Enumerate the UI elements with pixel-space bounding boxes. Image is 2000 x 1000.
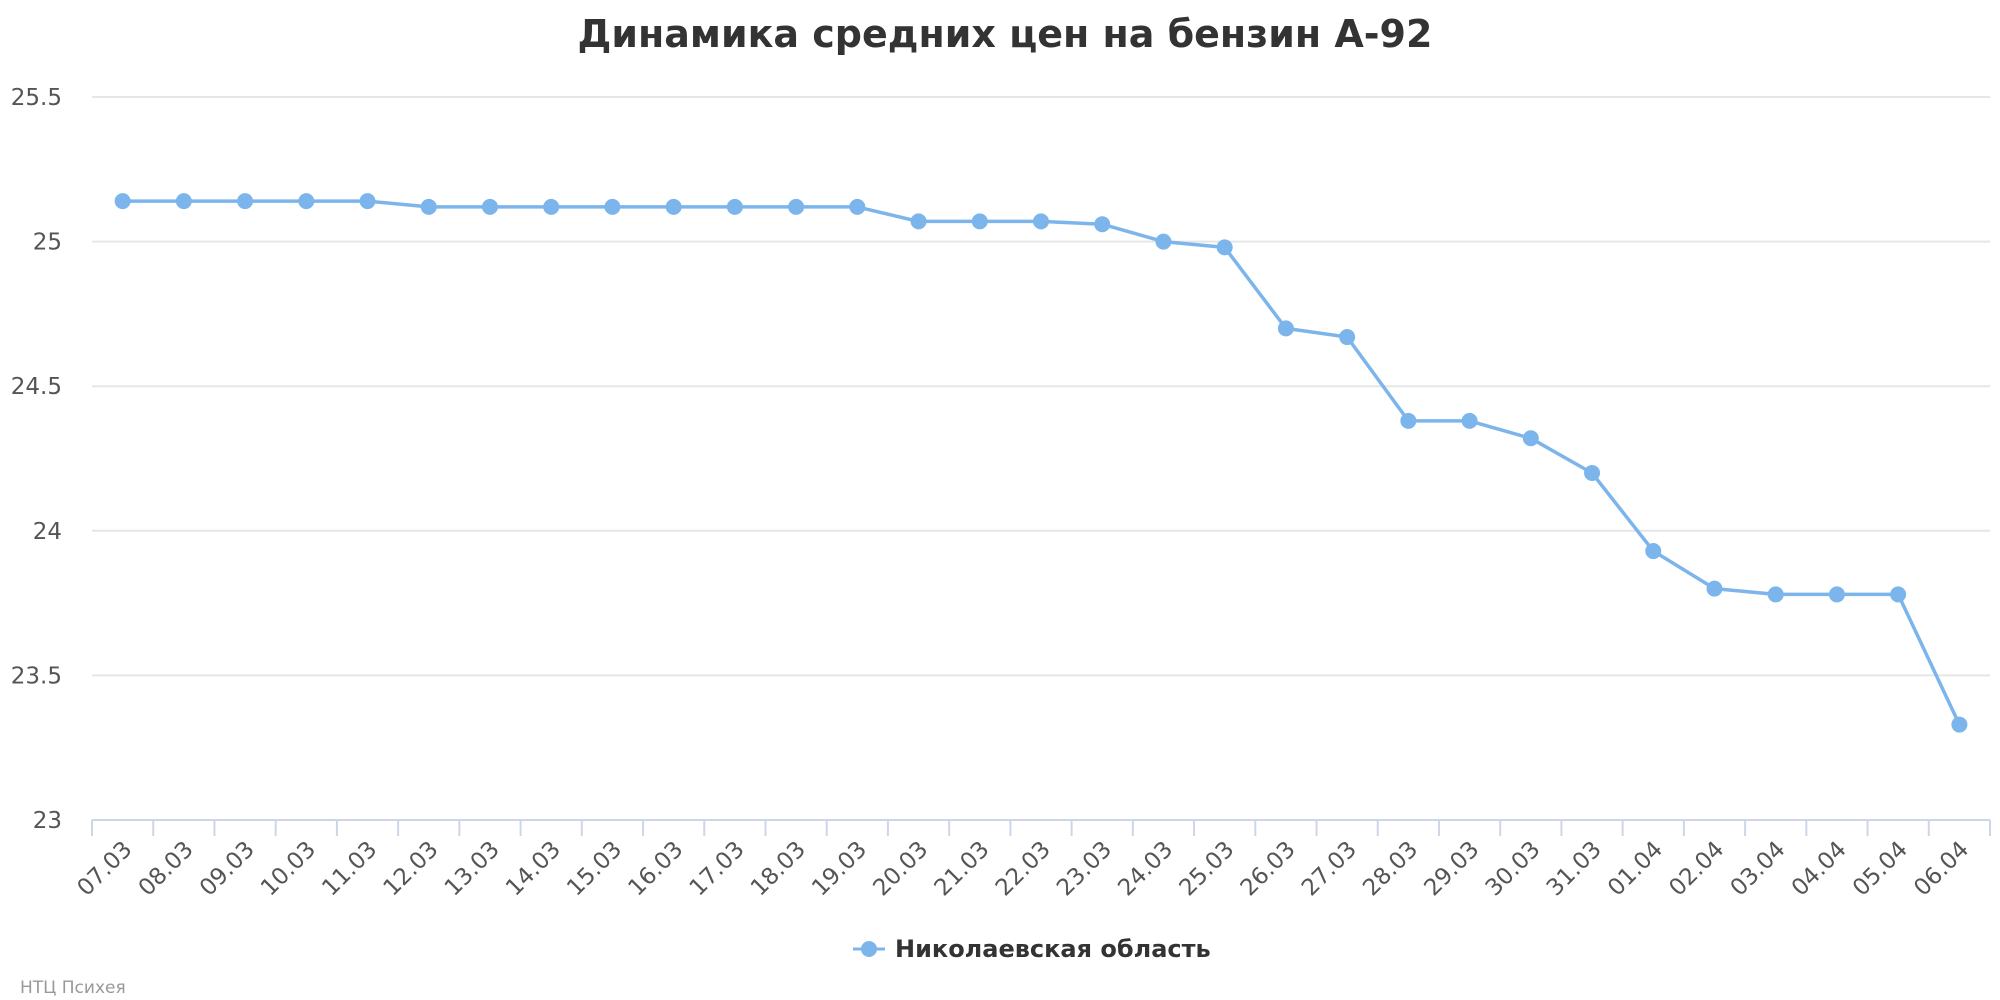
- x-tick-label: 14.03: [501, 836, 566, 901]
- data-point[interactable]: [298, 193, 315, 210]
- data-point[interactable]: [1094, 216, 1111, 233]
- data-point[interactable]: [114, 193, 131, 210]
- x-tick-label: 18.03: [746, 836, 811, 901]
- x-tick-label: 27.03: [1297, 836, 1362, 901]
- y-tick-label: 23.5: [11, 663, 62, 689]
- data-point[interactable]: [1339, 329, 1356, 346]
- data-point[interactable]: [1033, 213, 1049, 230]
- x-tick-label: 30.03: [1481, 836, 1546, 901]
- chart-title: Динамика средних цен на бензин А-92: [578, 12, 1433, 56]
- y-tick-label: 25.5: [11, 85, 62, 111]
- data-point[interactable]: [1828, 586, 1845, 603]
- grid-lines: [92, 96, 1990, 677]
- legend-symbol-marker: [861, 941, 877, 957]
- data-point[interactable]: [849, 198, 866, 215]
- credits[interactable]: НТЦ Психея: [20, 978, 126, 998]
- x-tick-label: 20.03: [868, 836, 933, 901]
- data-point[interactable]: [420, 198, 437, 215]
- data-point[interactable]: [1890, 586, 1907, 603]
- x-tick-label: 22.03: [991, 836, 1056, 901]
- data-point[interactable]: [359, 193, 376, 210]
- y-tick-label: 23: [33, 808, 62, 834]
- y-tick-label: 25: [33, 230, 62, 256]
- series-line[interactable]: [122, 199, 1961, 726]
- x-tick-label: 07.03: [72, 836, 137, 901]
- x-tick-label: 21.03: [930, 836, 995, 901]
- x-tick-label: 01.04: [1603, 836, 1668, 901]
- data-point[interactable]: [481, 198, 498, 215]
- x-axis: [91, 819, 1991, 836]
- data-point[interactable]: [543, 198, 560, 215]
- data-point[interactable]: [1951, 716, 1968, 733]
- y-axis-labels: 23 23.5 24 24.5 25 25.5: [11, 85, 62, 834]
- data-point[interactable]: [1522, 430, 1539, 447]
- legend-label: Николаевская область: [895, 935, 1211, 963]
- x-tick-label: 31.03: [1542, 836, 1607, 901]
- data-point[interactable]: [1461, 412, 1478, 429]
- x-tick-label: 02.04: [1664, 836, 1729, 901]
- y-tick-label: 24: [33, 519, 62, 545]
- data-point[interactable]: [665, 198, 682, 215]
- data-point[interactable]: [1277, 320, 1294, 337]
- x-tick-label: 19.03: [807, 836, 872, 901]
- x-tick-label: 23.03: [1052, 836, 1117, 901]
- data-point[interactable]: [1216, 239, 1233, 256]
- data-point[interactable]: [726, 198, 743, 215]
- x-tick-label: 09.03: [195, 836, 260, 901]
- series-group: [114, 193, 1968, 733]
- x-tick-label: 03.04: [1726, 836, 1791, 901]
- data-point[interactable]: [971, 213, 988, 230]
- x-tick-label: 16.03: [624, 836, 689, 901]
- x-tick-label: 28.03: [1358, 836, 1423, 901]
- x-tick-label: 13.03: [440, 836, 505, 901]
- data-point[interactable]: [910, 213, 927, 230]
- x-tick-label: 15.03: [562, 836, 627, 901]
- data-point[interactable]: [175, 193, 192, 210]
- x-axis-labels: 07.0308.0309.0310.0311.0312.0313.0314.03…: [72, 836, 1974, 901]
- data-point[interactable]: [1645, 543, 1662, 560]
- x-tick-label: 04.04: [1787, 836, 1852, 901]
- x-tick-label: 25.03: [1175, 836, 1240, 901]
- x-tick-label: 06.04: [1909, 836, 1974, 901]
- x-tick-label: 17.03: [685, 836, 750, 901]
- data-point[interactable]: [1706, 580, 1723, 597]
- data-point[interactable]: [1400, 412, 1417, 429]
- x-tick-label: 11.03: [317, 836, 382, 901]
- x-tick-label: 12.03: [379, 836, 444, 901]
- data-point[interactable]: [1767, 586, 1784, 603]
- x-tick-label: 24.03: [1113, 836, 1178, 901]
- data-point[interactable]: [788, 198, 805, 215]
- data-point[interactable]: [1155, 233, 1172, 250]
- x-tick-label: 26.03: [1236, 836, 1301, 901]
- data-point[interactable]: [604, 198, 621, 215]
- y-tick-label: 24.5: [11, 374, 62, 400]
- data-point[interactable]: [237, 193, 254, 210]
- x-tick-label: 10.03: [256, 836, 321, 901]
- x-tick-label: 08.03: [134, 836, 199, 901]
- legend[interactable]: Николаевская область: [853, 935, 1211, 963]
- x-tick-label: 29.03: [1419, 836, 1484, 901]
- data-point[interactable]: [1584, 464, 1601, 481]
- x-tick-label: 05.04: [1848, 836, 1913, 901]
